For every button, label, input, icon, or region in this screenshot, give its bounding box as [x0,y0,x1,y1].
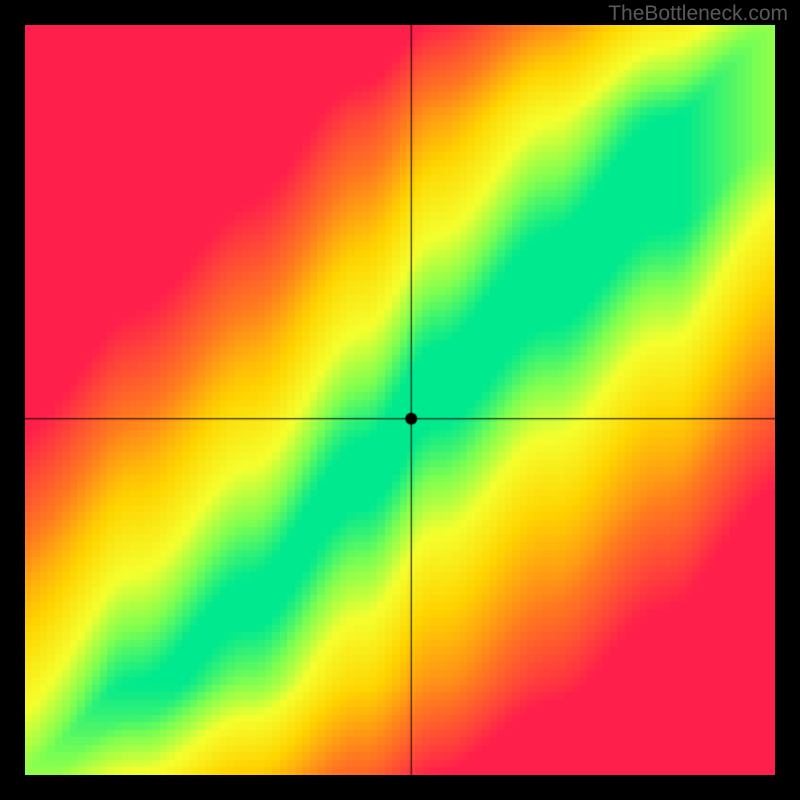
chart-container: TheBottleneck.com [0,0,800,800]
watermark-text: TheBottleneck.com [608,2,788,26]
bottleneck-heatmap [25,25,775,775]
